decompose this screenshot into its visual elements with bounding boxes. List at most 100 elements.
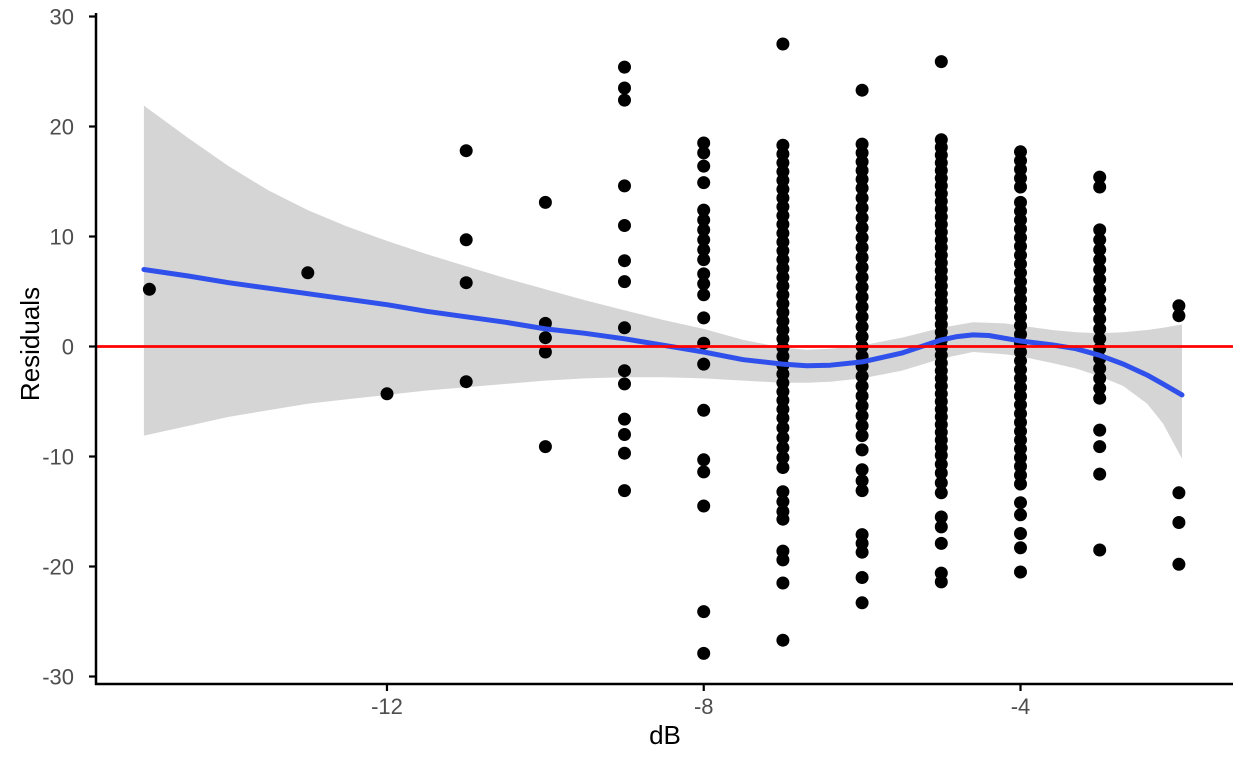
data-point bbox=[618, 179, 631, 193]
data-point bbox=[1172, 299, 1186, 313]
data-point bbox=[1093, 170, 1107, 184]
data-point bbox=[697, 499, 711, 513]
data-point bbox=[618, 81, 631, 95]
data-point bbox=[776, 411, 790, 425]
data-point bbox=[697, 403, 711, 417]
confidence-ribbon bbox=[143, 105, 1182, 459]
y-tick-label: 20 bbox=[50, 115, 74, 140]
data-point bbox=[776, 633, 790, 647]
data-point bbox=[538, 345, 552, 359]
data-point bbox=[855, 484, 869, 498]
data-point bbox=[618, 254, 631, 268]
data-point bbox=[459, 375, 473, 389]
data-point bbox=[1014, 180, 1027, 194]
data-point bbox=[301, 266, 315, 280]
data-point bbox=[855, 474, 869, 488]
data-point bbox=[776, 421, 790, 435]
data-point bbox=[855, 596, 869, 610]
data-point bbox=[618, 219, 631, 232]
data-point bbox=[1093, 180, 1107, 194]
data-point bbox=[697, 311, 711, 325]
data-point bbox=[697, 223, 711, 237]
data-point bbox=[855, 260, 869, 274]
data-point bbox=[1093, 233, 1107, 247]
data-point bbox=[855, 300, 869, 314]
data-point bbox=[697, 646, 711, 660]
data-point bbox=[934, 466, 948, 480]
data-point bbox=[776, 576, 790, 590]
data-point bbox=[855, 545, 869, 559]
data-point bbox=[934, 486, 948, 500]
data-point bbox=[934, 510, 948, 524]
data-point bbox=[1093, 371, 1107, 385]
data-point bbox=[459, 144, 473, 158]
data-point bbox=[538, 331, 552, 345]
data-point bbox=[1014, 508, 1027, 522]
data-point bbox=[855, 463, 869, 477]
data-point bbox=[776, 431, 790, 445]
data-point bbox=[142, 282, 156, 296]
x-tick-label: -4 bbox=[1011, 694, 1031, 719]
data-point bbox=[697, 213, 711, 227]
data-point bbox=[618, 428, 631, 441]
data-point bbox=[1093, 223, 1107, 237]
data-point bbox=[1093, 302, 1107, 316]
data-point bbox=[618, 364, 631, 378]
data-point bbox=[855, 379, 869, 393]
data-point bbox=[697, 146, 711, 160]
data-point bbox=[538, 440, 552, 454]
data-point bbox=[855, 369, 869, 383]
data-point bbox=[618, 412, 631, 426]
data-point bbox=[697, 176, 711, 190]
x-tick-label: -12 bbox=[371, 694, 403, 719]
data-point bbox=[1014, 477, 1027, 491]
data-point bbox=[618, 484, 631, 498]
data-point bbox=[1093, 263, 1107, 276]
data-point bbox=[776, 461, 790, 474]
data-point bbox=[855, 429, 869, 443]
data-point bbox=[1172, 309, 1186, 323]
data-point bbox=[618, 275, 631, 289]
y-axis-title: Residuals bbox=[15, 286, 45, 402]
data-point bbox=[1093, 312, 1107, 326]
data-point bbox=[1093, 467, 1107, 481]
data-point bbox=[855, 191, 869, 205]
data-point bbox=[855, 250, 869, 264]
data-point bbox=[697, 267, 711, 281]
data-point bbox=[380, 387, 394, 401]
data-point bbox=[855, 571, 869, 584]
data-point bbox=[855, 419, 869, 433]
data-point bbox=[1093, 423, 1107, 437]
data-point bbox=[1093, 381, 1107, 395]
data-point bbox=[855, 310, 869, 324]
y-tick-label: 30 bbox=[50, 5, 74, 30]
y-tick-label: -30 bbox=[42, 665, 74, 690]
data-point bbox=[934, 520, 948, 534]
data-point bbox=[1093, 243, 1107, 257]
data-point bbox=[697, 136, 711, 150]
data-point bbox=[855, 83, 869, 97]
data-point bbox=[855, 330, 869, 344]
data-point bbox=[1172, 557, 1186, 571]
data-point bbox=[538, 195, 552, 209]
data-point bbox=[855, 221, 869, 235]
y-tick-label: -10 bbox=[42, 445, 74, 470]
data-point bbox=[1093, 332, 1107, 346]
data-point bbox=[855, 399, 869, 413]
data-point bbox=[855, 409, 869, 423]
data-point bbox=[618, 321, 631, 335]
data-point bbox=[697, 605, 711, 619]
data-point bbox=[776, 37, 790, 51]
data-point bbox=[697, 288, 711, 302]
data-point bbox=[697, 233, 711, 247]
data-point bbox=[618, 377, 631, 391]
data-point bbox=[776, 451, 790, 465]
data-point bbox=[1093, 292, 1107, 306]
data-point bbox=[697, 277, 711, 291]
data-point bbox=[855, 389, 869, 403]
data-point bbox=[697, 159, 711, 173]
data-point bbox=[1093, 282, 1107, 296]
data-point bbox=[1014, 527, 1027, 540]
